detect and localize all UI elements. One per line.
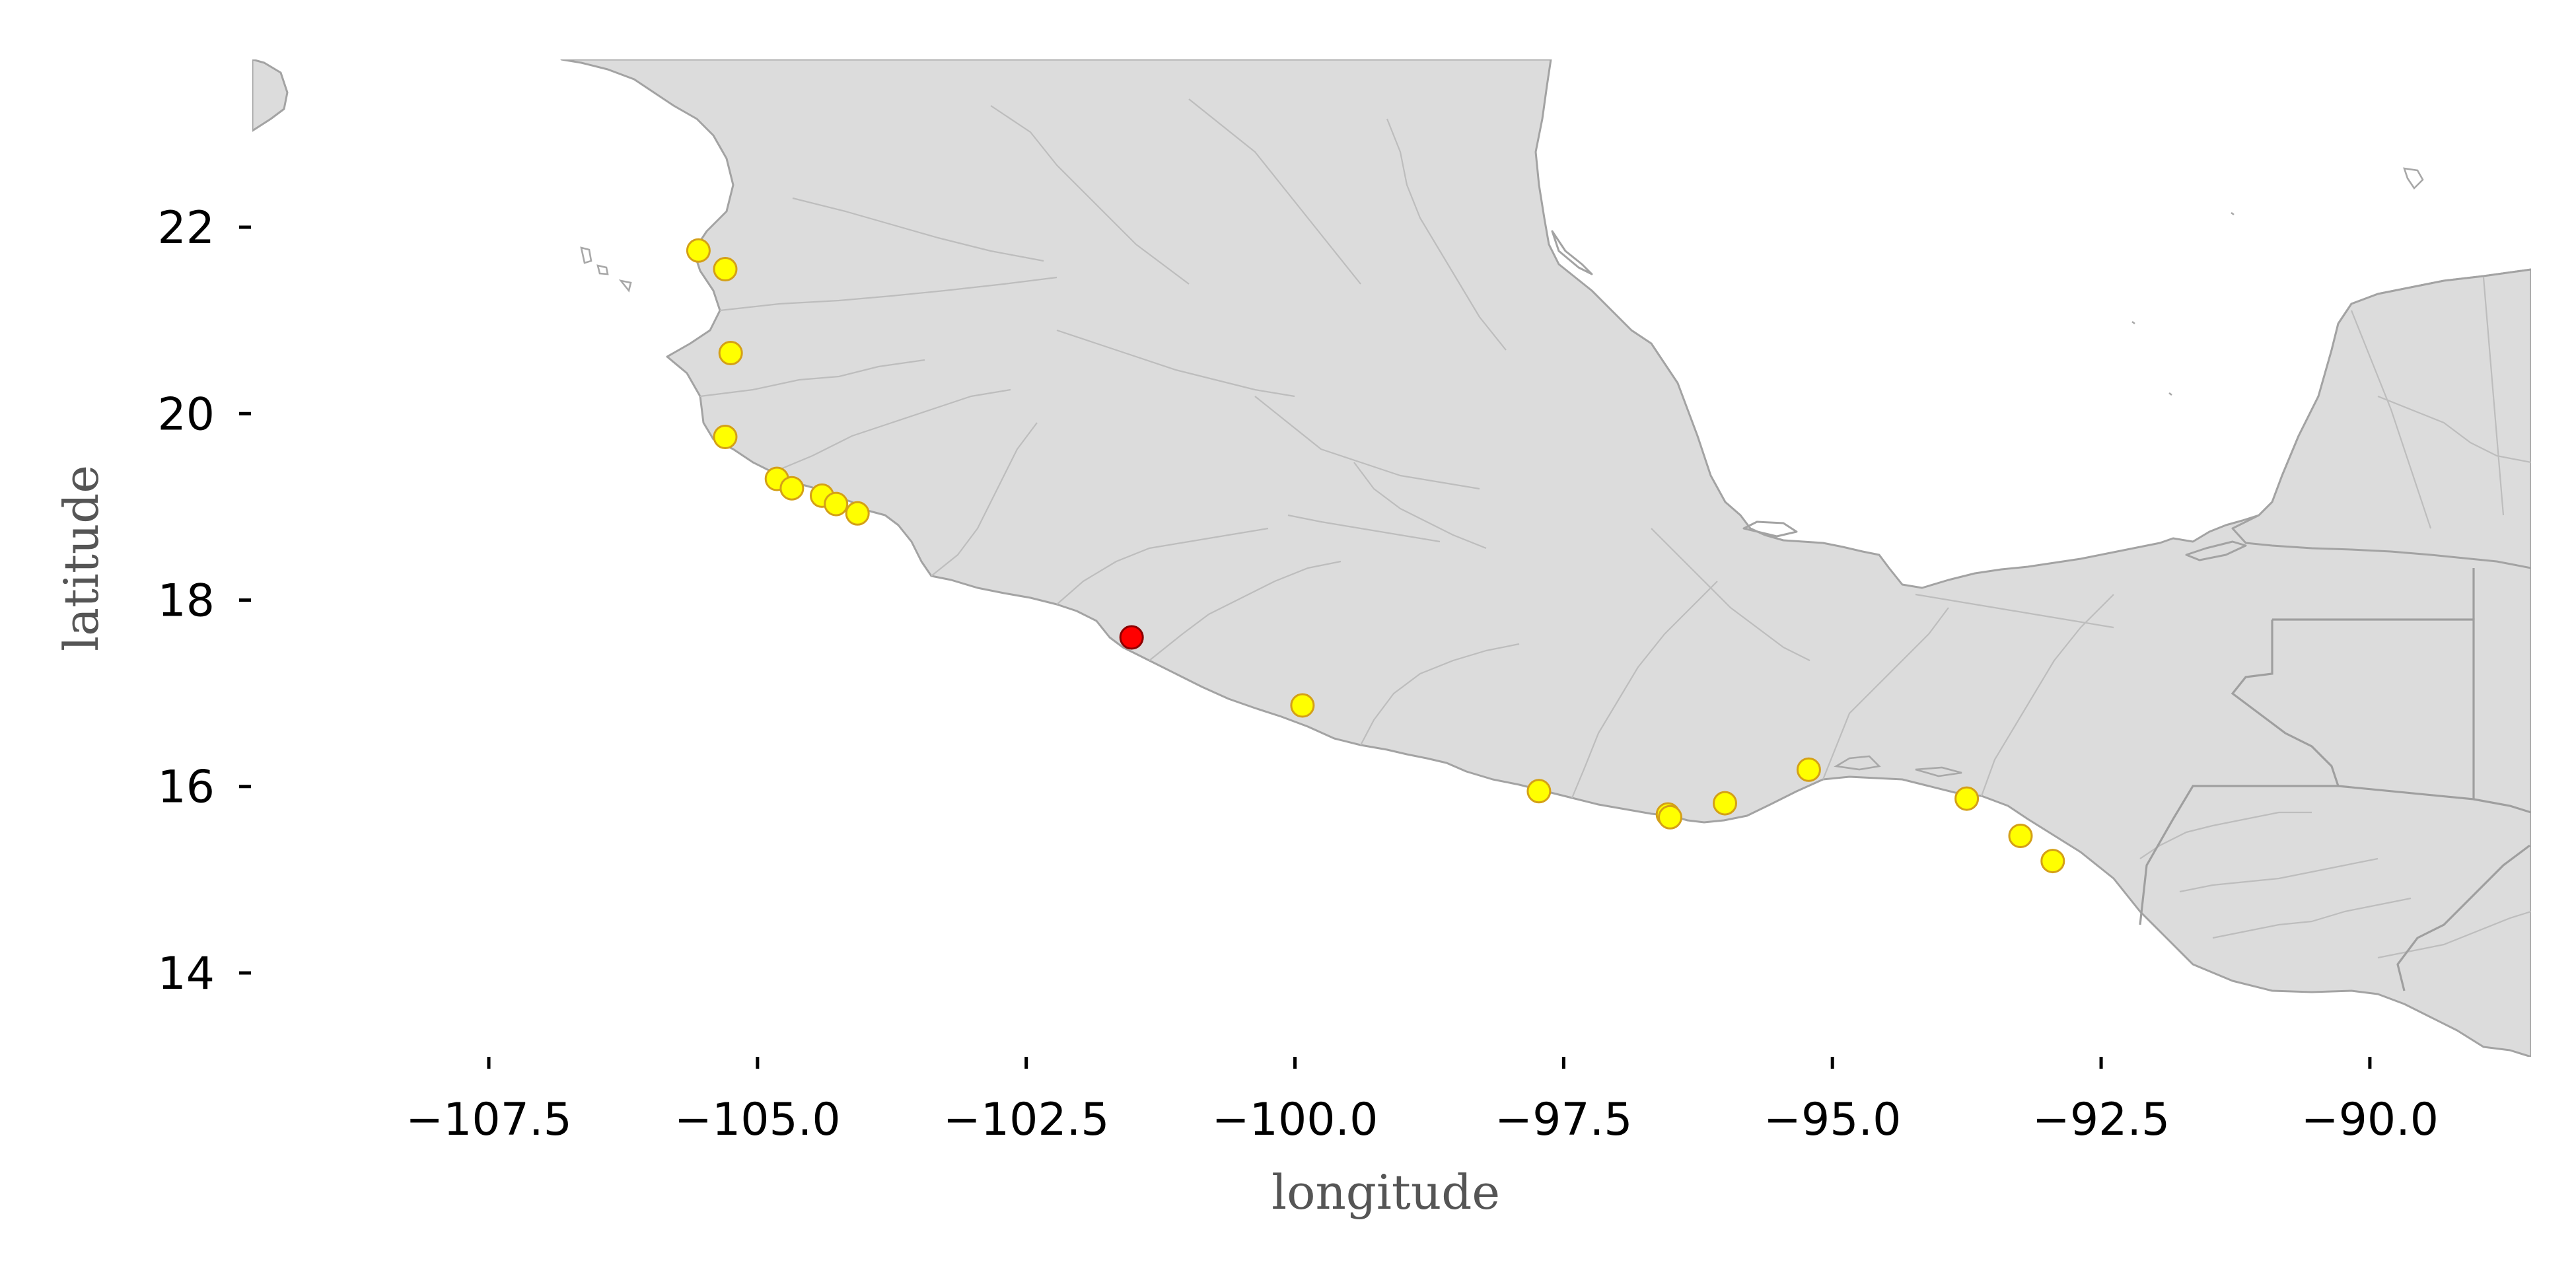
x-tick-label-6: −92.5: [2032, 1094, 2170, 1146]
x-tick-label-5: −95.0: [1764, 1094, 1901, 1146]
islas-marias: [580, 246, 632, 293]
x-tick-label-4: −97.5: [1495, 1094, 1632, 1146]
location-marker-3: [713, 425, 738, 449]
map-area: [252, 59, 2531, 1057]
land-yucatan: [2231, 268, 2531, 569]
location-marker-13: [1658, 805, 1682, 830]
location-marker-0: [686, 238, 711, 263]
location-marker-17: [2008, 824, 2033, 848]
y-tick-label-3: 20: [157, 388, 215, 441]
tehuantepec-lagoon: [1834, 755, 1962, 777]
location-marker-5: [779, 476, 805, 501]
y-tick-label-1: 16: [157, 762, 215, 814]
x-tick-label-3: −100.0: [1212, 1094, 1378, 1146]
x-axis: −107.5 −105.0 −102.5 −100.0 −97.5 −95.0 −92.5 −…: [406, 1057, 2439, 1146]
y-tick-label-4: 22: [157, 202, 215, 254]
x-tick-label-1: −105.0: [674, 1094, 841, 1146]
land-baja-tip: [252, 59, 289, 132]
national-borders: [2139, 568, 2531, 991]
location-marker-1: [713, 257, 738, 281]
state-boundaries: [699, 98, 2531, 959]
y-tick-label-0: 14: [157, 948, 215, 1000]
points-layer: [686, 238, 2065, 874]
gulf-speck-2: [2131, 320, 2135, 325]
location-marker-18: [2040, 849, 2065, 874]
x-tick-label-0: −107.5: [406, 1094, 572, 1146]
y-axis-title: latitude: [54, 465, 109, 651]
gulf-speck-3: [2168, 392, 2172, 396]
location-marker-10: [1290, 693, 1315, 718]
highlighted-location-marker: [1119, 625, 1144, 650]
x-axis-title: longitude: [1271, 1164, 1500, 1220]
location-marker-14: [1713, 791, 1737, 816]
cozumel-speck: [2403, 167, 2424, 190]
location-marker-7: [824, 491, 849, 517]
y-tick-label-2: 18: [157, 575, 215, 627]
location-marker-8: [845, 501, 870, 526]
location-marker-11: [1526, 779, 1552, 804]
location-marker-2: [718, 341, 743, 365]
y-axis: 14 16 18 20 22: [157, 202, 251, 1000]
location-marker-15: [1796, 757, 1821, 782]
location-marker-16: [1954, 786, 1980, 811]
x-tick-label-2: −102.5: [943, 1094, 1110, 1146]
gulf-coast-detail: [1742, 520, 1798, 538]
laguna-terminos: [2185, 540, 2247, 561]
gulf-speck-1: [2231, 211, 2235, 216]
land-mexico: [560, 59, 2531, 1057]
x-tick-label-7: −90.0: [2301, 1094, 2439, 1146]
tamaulipas-lagoon: [1551, 230, 1593, 275]
